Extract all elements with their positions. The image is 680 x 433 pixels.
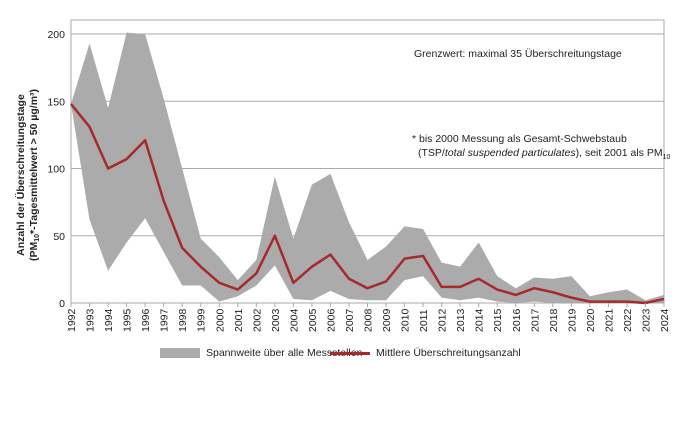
x-tick-label: 2004 xyxy=(288,308,300,332)
x-tick-label: 2016 xyxy=(511,308,523,332)
x-tick-label: 2011 xyxy=(418,309,430,332)
x-tick-label: 1994 xyxy=(103,308,115,332)
y-tick-label: 0 xyxy=(59,298,65,310)
x-tick-label: 1996 xyxy=(140,308,152,332)
x-tick-label: 2007 xyxy=(344,308,356,332)
y-axis-ticks: 0 50 100 150 200 xyxy=(47,29,65,310)
x-tick-label: 2015 xyxy=(492,308,504,332)
x-tick-label: 2023 xyxy=(640,308,652,332)
x-tick-label: 1992 xyxy=(66,308,78,332)
x-tick-label: 2013 xyxy=(455,308,467,332)
y-tick-label: 100 xyxy=(47,164,65,176)
range-band-area xyxy=(71,32,664,303)
x-tick-label: 2009 xyxy=(381,308,393,332)
x-tick-label: 2002 xyxy=(251,308,263,332)
x-tick-label: 1995 xyxy=(122,308,134,332)
x-tick-label: 2012 xyxy=(437,308,449,332)
x-tick-label: 2010 xyxy=(400,308,412,332)
x-tick-label: 2022 xyxy=(622,308,634,332)
x-tick-label: 2001 xyxy=(233,308,245,332)
x-tick-label: 2018 xyxy=(548,308,560,332)
x-tick-label: 1997 xyxy=(159,308,171,332)
y-tick-label: 150 xyxy=(47,96,65,108)
x-tick-label: 1993 xyxy=(85,308,97,332)
legend-band: Spannweite über alle Messstellen xyxy=(160,347,362,359)
x-tick-label: 2000 xyxy=(214,308,226,332)
x-tick-label: 2024 xyxy=(659,308,671,332)
legend-band-label: Spannweite über alle Messstellen xyxy=(206,347,363,359)
footnote-line1: * bis 2000 Messung als Gesamt-Schwebstau… xyxy=(412,133,627,145)
x-axis-ticks: 1992 1993 1994 1995 1996 1997 1998 1999 2000 2001… xyxy=(66,303,671,332)
x-tick-label: 2003 xyxy=(270,308,282,332)
range-band xyxy=(71,32,664,303)
footnote-line2: (TSP/total suspended particulates), seit… xyxy=(418,147,671,162)
mean-line xyxy=(70,103,665,305)
x-tick-label: 2017 xyxy=(529,308,541,332)
x-tick-label: 2021 xyxy=(603,308,615,332)
limit-annotation: Grenzwert: maximal 35 Überschreitungstag… xyxy=(414,48,622,60)
x-tick-label: 2020 xyxy=(585,308,597,332)
legend-band-swatch xyxy=(160,348,200,358)
x-tick-label: 2005 xyxy=(307,308,319,332)
y-tick-label: 200 xyxy=(47,29,65,41)
x-tick-label: 1998 xyxy=(177,308,189,332)
y-axis-label: Anzahl der Überschreitungstage xyxy=(14,94,27,256)
x-tick-label: 2006 xyxy=(325,308,337,332)
legend-line: Mittlere Überschreitungsanzahl xyxy=(330,347,521,359)
legend-line-label: Mittlere Überschreitungsanzahl xyxy=(376,347,521,359)
x-tick-label: 1999 xyxy=(196,308,208,332)
x-tick-label: 2019 xyxy=(566,308,578,332)
x-tick-label: 2008 xyxy=(363,308,375,332)
y-tick-label: 50 xyxy=(53,231,65,243)
legend-line-swatch xyxy=(330,351,370,355)
y-axis-label-2: (PM10*-Tagesmittelwert > 50 µg/m³) xyxy=(28,89,41,261)
x-tick-label: 2014 xyxy=(474,308,486,332)
mean-line-path xyxy=(70,103,665,305)
